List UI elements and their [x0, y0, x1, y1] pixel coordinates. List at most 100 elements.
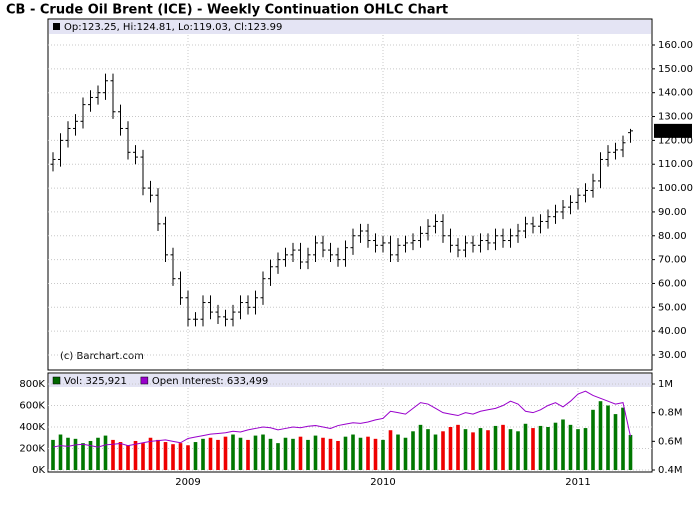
- volume-bar: [141, 443, 145, 470]
- volume-bar: [276, 443, 280, 470]
- last-price-tag: [654, 123, 692, 138]
- volume-bar: [261, 434, 265, 470]
- volume-bar: [441, 431, 445, 470]
- y-tick-label: 150.00: [658, 64, 693, 75]
- volume-bar: [553, 422, 558, 470]
- volume-bar: [118, 442, 123, 470]
- volume-bar: [583, 428, 588, 470]
- volume-bar: [486, 430, 490, 470]
- y-tick-label: 80.00: [658, 231, 687, 242]
- volume-bar: [628, 434, 633, 470]
- y-tick-label: 140.00: [658, 88, 693, 99]
- volume-bar: [381, 439, 385, 470]
- y-tick-label: 50.00: [658, 302, 687, 313]
- y2-tick-label: 0.6M: [658, 436, 683, 447]
- y-tick-label: 40.00: [658, 326, 687, 337]
- volume-bar: [81, 443, 85, 470]
- volume-bar: [576, 429, 580, 470]
- y-tick-label: 600K: [19, 401, 45, 412]
- volume-bar: [223, 436, 228, 470]
- volume-bar: [163, 442, 168, 470]
- volume-bar: [351, 434, 355, 470]
- volume-bar: [328, 438, 333, 470]
- volume-bar: [598, 401, 603, 470]
- x-tick-label: 2009: [175, 477, 200, 488]
- volume-bar: [73, 438, 78, 470]
- volume-bar: [336, 440, 340, 470]
- y-tick-label: 0K: [32, 465, 45, 476]
- volume-bar: [456, 424, 460, 470]
- volume-bar: [508, 429, 513, 470]
- volume-bar: [171, 444, 175, 470]
- volume-bar: [591, 409, 595, 470]
- volume-bar: [103, 435, 108, 470]
- legend-label: Vol: 325,921: [64, 376, 127, 387]
- volume-bar: [231, 434, 235, 470]
- volume-bar: [516, 431, 520, 470]
- volume-bar: [546, 427, 550, 470]
- volume-bar: [133, 440, 138, 470]
- volume-bar: [463, 429, 468, 470]
- volume-bar: [418, 424, 423, 470]
- volume-bar: [51, 439, 55, 470]
- volume-bar: [306, 439, 310, 470]
- volume-bar: [373, 438, 378, 470]
- header-swatch: [53, 23, 60, 30]
- volume-bar: [66, 437, 70, 470]
- y2-tick-label: 0.4M: [658, 465, 683, 476]
- volume-bar: [268, 438, 273, 470]
- volume-bar: [433, 434, 438, 470]
- volume-bar: [358, 437, 363, 470]
- volume-bar: [58, 434, 63, 470]
- volume-bar: [403, 437, 408, 470]
- volume-bar: [298, 436, 303, 470]
- volume-bar: [238, 437, 243, 470]
- volume-bar: [96, 437, 100, 470]
- y-tick-label: 120.00: [658, 135, 693, 146]
- y-tick-label: 90.00: [658, 207, 687, 218]
- volume-bar: [366, 436, 370, 470]
- y-tick-label: 60.00: [658, 278, 687, 289]
- volume-bar: [313, 435, 318, 470]
- y-tick-label: 130.00: [658, 112, 693, 123]
- volume-bar: [396, 434, 400, 470]
- legend-swatch: [140, 376, 149, 385]
- y-tick-label: 100.00: [658, 183, 693, 194]
- volume-bar: [156, 439, 160, 470]
- volume-bar: [111, 439, 115, 470]
- y-tick-label: 160.00: [658, 40, 693, 51]
- ohlc-header: Op:123.25, Hi:124.81, Lo:119.03, Cl:123.…: [64, 22, 282, 33]
- volume-bar: [321, 437, 325, 470]
- open-interest-line: [52, 390, 631, 448]
- legend-swatch: [52, 376, 61, 385]
- volume-bar: [283, 437, 288, 470]
- volume-bar: [621, 407, 625, 470]
- legend-label: Open Interest: 633,499: [152, 376, 268, 387]
- volume-bar: [448, 427, 453, 470]
- price-header: [49, 20, 651, 34]
- volume-bar: [388, 430, 393, 470]
- volume-bar: [561, 419, 565, 470]
- volume-bar: [501, 424, 505, 470]
- x-tick-label: 2011: [565, 477, 590, 488]
- volume-bar: [613, 414, 618, 470]
- volume-bar: [148, 437, 153, 470]
- volume-bar: [246, 439, 250, 470]
- volume-bar: [426, 429, 430, 470]
- y-tick-label: 110.00: [658, 159, 693, 170]
- volume-header: [49, 374, 651, 387]
- y-tick-label: 800K: [19, 379, 45, 390]
- volume-bar: [343, 436, 348, 470]
- volume-bar: [606, 405, 610, 470]
- volume-panel: [47, 372, 653, 473]
- volume-bar: [471, 432, 475, 470]
- annotation: (c) Barchart.com: [60, 351, 144, 362]
- volume-bar: [411, 431, 415, 470]
- y2-tick-label: 0.8M: [658, 408, 683, 419]
- volume-bar: [253, 435, 258, 470]
- volume-bar: [216, 439, 220, 470]
- y-tick-label: 30.00: [658, 350, 687, 361]
- y2-tick-label: 1M: [658, 379, 673, 390]
- volume-bar: [178, 443, 183, 470]
